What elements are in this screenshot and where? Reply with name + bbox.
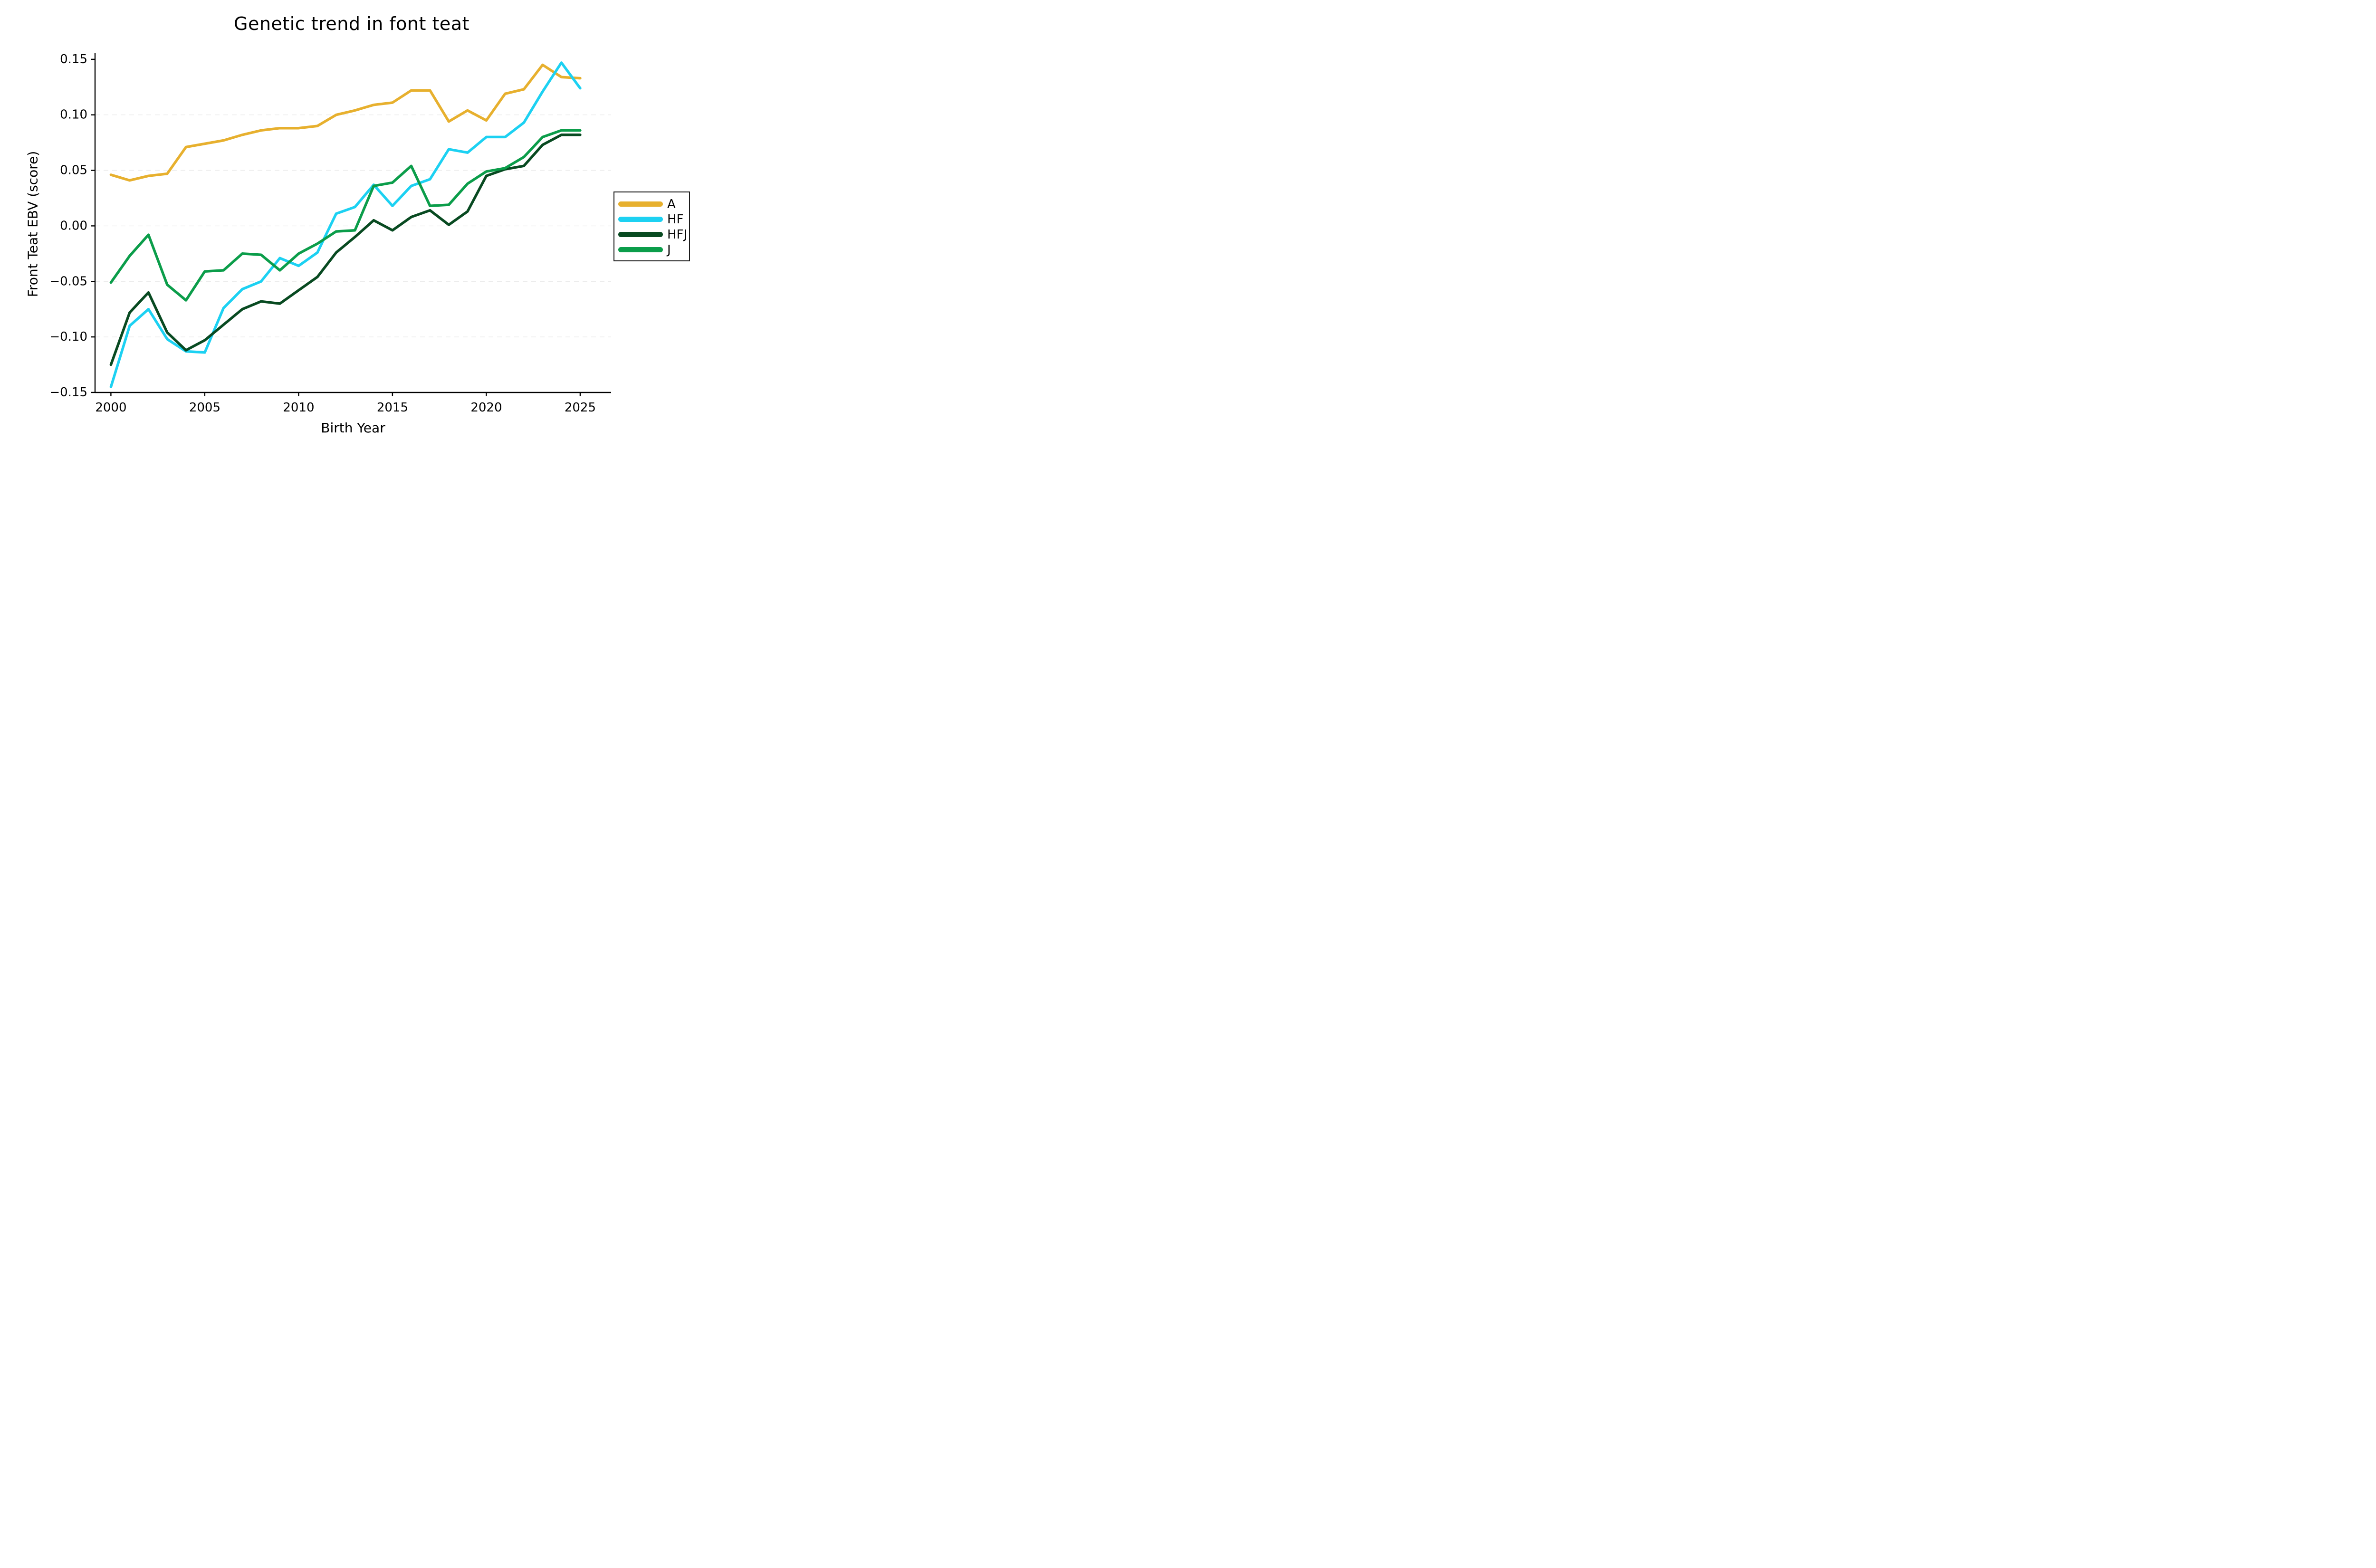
y-tick-label: 0.00 [60,219,87,233]
legend: A HF HFJ J [613,191,690,261]
series-line-HFJ [109,134,582,366]
chart-title: Genetic trend in font teat [234,13,469,34]
y-tick-label: −0.10 [49,330,87,344]
legend-swatch-J [618,247,663,252]
x-tick-label: 2005 [189,401,220,415]
y-tick-label: −0.15 [49,385,87,400]
legend-item-label: J [667,242,671,257]
x-tick-label: 2010 [283,401,314,415]
legend-item-label: HF [667,212,684,227]
legend-swatch-HF [618,217,663,222]
legend-item-J: J [618,243,685,257]
legend-item-HF: HF [618,212,685,226]
legend-swatch-HFJ [618,232,663,237]
x-tick-label: 2015 [377,401,408,415]
y-tick-label: 0.10 [60,108,87,122]
legend-swatch-A [618,201,663,207]
x-tick-label: 2025 [565,401,596,415]
x-axis-label: Birth Year [321,420,385,436]
y-axis-label: Front Teat EBV (score) [25,151,41,297]
series-line-A [109,63,582,182]
y-tick-label: 0.05 [60,163,87,178]
legend-item-label: A [667,197,676,211]
legend-item-A: A [618,197,685,211]
legend-item-HFJ: HFJ [618,227,688,242]
y-tick-label: −0.05 [49,274,87,288]
series-line-HF [109,61,582,389]
y-tick-label: 0.15 [60,52,87,67]
x-tick-label: 2020 [470,401,502,415]
plot-area: 0.15 0.10 0.05 0.00 −0.05 −0.10 −0.15 2000 2005 2… [49,52,611,415]
series-line-J [109,129,582,302]
legend-item-label: HFJ [667,227,688,242]
chart-figure: Genetic trend in font teat 0.15 0.10 0.05 0… [0,0,733,448]
x-tick-label: 2000 [95,401,126,415]
